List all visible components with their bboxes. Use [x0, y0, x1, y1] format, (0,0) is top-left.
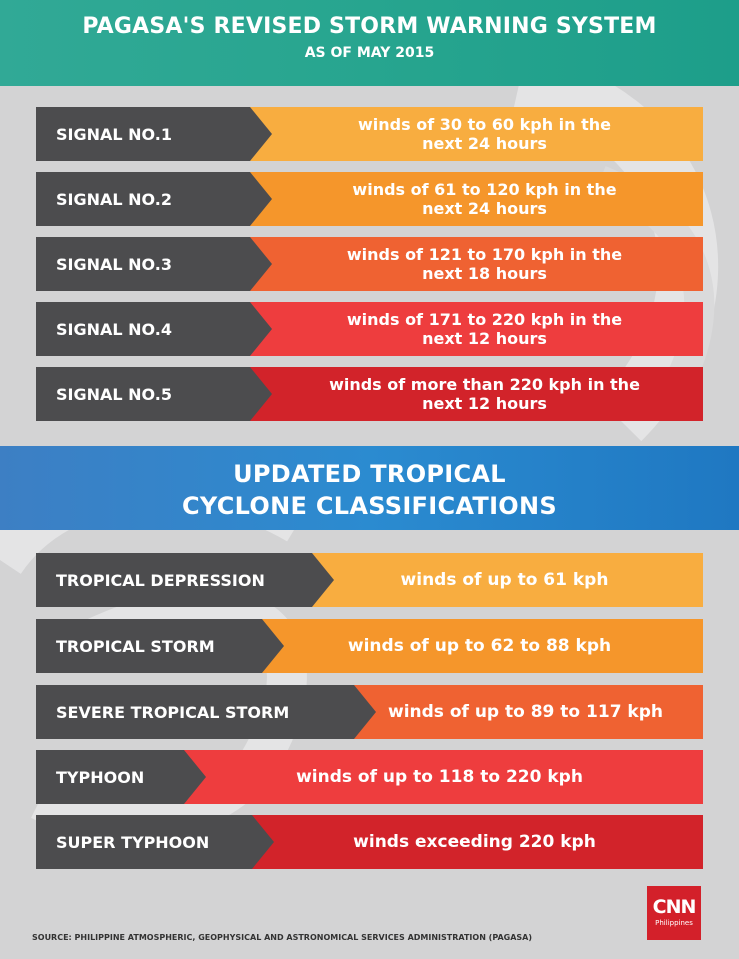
signal-description-line1: winds of 30 to 60 kph in the: [358, 115, 611, 134]
page-subtitle: AS OF MAY 2015: [304, 45, 435, 61]
classification-description: winds of up to 61 kph: [306, 553, 703, 607]
header-banner: PAGASA'S REVISED STORM WARNING SYSTEM AS…: [0, 0, 739, 86]
signal-description: winds of 171 to 220 kph in the next 12 ho…: [248, 302, 703, 356]
signal-description: winds of 30 to 60 kph in the next 24 hour…: [248, 107, 703, 161]
signal-label: SIGNAL NO.3: [36, 237, 272, 291]
signal-description: winds of 121 to 170 kph in the next 18 ho…: [248, 237, 703, 291]
classification-label: TYPHOON: [36, 750, 206, 804]
cnn-philippines-logo: CNN Philippines: [647, 886, 701, 940]
signal-description-line1: winds of 61 to 120 kph in the: [352, 180, 617, 199]
classification-description: winds of up to 118 to 220 kph: [176, 750, 703, 804]
section-heading-line2: CYCLONE CLASSIFICATIONS: [182, 492, 557, 520]
signal-row-5: winds of more than 220 kph in the next 12…: [36, 367, 703, 421]
classification-description: winds of up to 62 to 88 kph: [256, 619, 703, 673]
classification-description: winds exceeding 220 kph: [246, 815, 703, 869]
signal-row-3: winds of 121 to 170 kph in the next 18 ho…: [36, 237, 703, 291]
signal-row-1: winds of 30 to 60 kph in the next 24 hour…: [36, 107, 703, 161]
signal-row-4: winds of 171 to 220 kph in the next 12 ho…: [36, 302, 703, 356]
page-title: PAGASA'S REVISED STORM WARNING SYSTEM: [82, 14, 657, 39]
signal-description: winds of 61 to 120 kph in the next 24 hou…: [248, 172, 703, 226]
section-heading-band: UPDATED TROPICAL CYCLONE CLASSIFICATIONS: [0, 446, 739, 530]
section-heading-line1: UPDATED TROPICAL: [233, 460, 506, 488]
signal-description-line2: next 18 hours: [422, 264, 547, 283]
logo-subtitle: Philippines: [655, 919, 693, 927]
signal-description-line2: next 24 hours: [422, 199, 547, 218]
classification-row-2: winds of up to 62 to 88 kph TROPICAL STO…: [36, 619, 703, 673]
signal-description-line1: winds of more than 220 kph in the: [329, 375, 640, 394]
signal-label: SIGNAL NO.1: [36, 107, 272, 161]
classification-label: TROPICAL DEPRESSION: [36, 553, 334, 607]
signal-description-line2: next 24 hours: [422, 134, 547, 153]
classification-row-4: winds of up to 118 to 220 kph TYPHOON: [36, 750, 703, 804]
signal-description: winds of more than 220 kph in the next 12…: [248, 367, 703, 421]
classification-label: SEVERE TROPICAL STORM: [36, 685, 376, 739]
signal-description-line1: winds of 121 to 170 kph in the: [346, 245, 623, 264]
signal-label: SIGNAL NO.5: [36, 367, 272, 421]
signal-row-2: winds of 61 to 120 kph in the next 24 hou…: [36, 172, 703, 226]
source-note: SOURCE: PHILIPPINE ATMOSPHERIC, GEOPHYSI…: [32, 933, 533, 942]
classification-label: TROPICAL STORM: [36, 619, 284, 673]
signal-description-line2: next 12 hours: [422, 329, 547, 348]
classification-description: winds of up to 89 to 117 kph: [348, 685, 703, 739]
classification-row-1: winds of up to 61 kph TROPICAL DEPRESSIO…: [36, 553, 703, 607]
signal-description-line2: next 12 hours: [422, 394, 547, 413]
signal-description-line1: winds of 171 to 220 kph in the: [346, 310, 623, 329]
classification-row-5: winds exceeding 220 kph SUPER TYPHOON: [36, 815, 703, 869]
classification-row-3: winds of up to 89 to 117 kph SEVERE TROP…: [36, 685, 703, 739]
signal-label: SIGNAL NO.2: [36, 172, 272, 226]
classification-label: SUPER TYPHOON: [36, 815, 274, 869]
signal-label: SIGNAL NO.4: [36, 302, 272, 356]
logo-brand: CNN: [652, 896, 697, 918]
